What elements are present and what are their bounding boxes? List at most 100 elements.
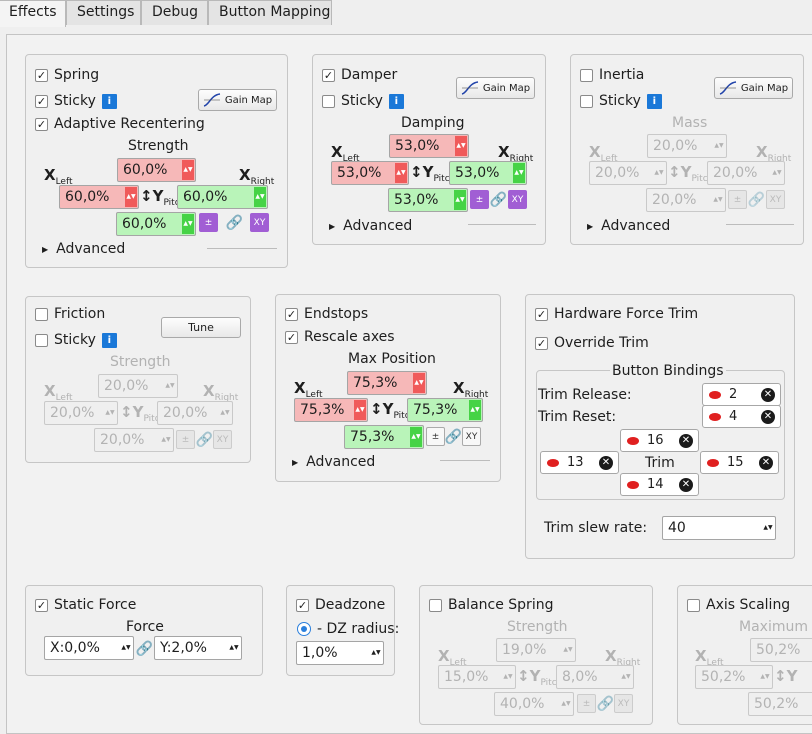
endstops-right-spinbox[interactable]: 75,3% ▲▼ — [407, 398, 483, 422]
spring-checkbox[interactable]: ✓ Spring — [35, 67, 99, 83]
balance-spring-checkbox[interactable]: Balance Spring — [429, 597, 553, 613]
endstops-bottom-spinbox[interactable]: 75,3% ▲▼ — [344, 425, 424, 449]
trim-down-binding[interactable]: 14 ✕ — [620, 473, 699, 496]
clear-icon[interactable]: ✕ — [761, 409, 775, 424]
damper-left-spinbox[interactable]: 53,0% ▲▼ — [331, 161, 409, 185]
spring-sticky-checkbox[interactable]: ✓ Sticky i — [35, 93, 117, 109]
spin-arrows-icon[interactable]: ▲▼ — [182, 160, 194, 180]
damper-plus-minus-button[interactable]: ± — [470, 190, 489, 209]
radio-selected-icon — [297, 622, 311, 636]
spring-xy-button[interactable]: XY — [250, 213, 269, 232]
spring-gain-map-button[interactable]: Gain Map — [198, 89, 277, 111]
damper-right-spinbox[interactable]: 53,0% ▲▼ — [449, 161, 527, 185]
rescale-axes-checkbox[interactable]: ✓ Rescale axes — [285, 329, 395, 345]
info-icon[interactable]: i — [646, 93, 662, 109]
info-icon[interactable]: i — [101, 93, 117, 109]
trim-left-binding[interactable]: 13 ✕ — [540, 451, 619, 474]
trim-slew-rate-spinbox[interactable]: 40 ▲▼ — [662, 516, 776, 540]
spin-arrows-icon: ▲▼ — [165, 382, 175, 389]
spin-arrows-icon[interactable]: ▲▼ — [413, 373, 425, 393]
clear-icon[interactable]: ✕ — [679, 477, 693, 492]
spring-top-value: 60,0% — [123, 162, 168, 178]
spin-arrows-icon[interactable]: ▲▼ — [410, 427, 422, 447]
spring-left-spinbox[interactable]: 60,0% ▲▼ — [59, 185, 139, 209]
spin-arrows-icon[interactable]: ▲▼ — [395, 163, 407, 183]
spring-right-spinbox[interactable]: 60,0% ▲▼ — [177, 185, 268, 209]
spin-arrows-icon[interactable]: ▲▼ — [121, 644, 131, 651]
damper-sticky-checkbox[interactable]: Sticky i — [322, 93, 404, 109]
adaptive-recentering-checkbox[interactable]: ✓ Adaptive Recentering — [35, 116, 205, 132]
clear-icon[interactable]: ✕ — [759, 455, 773, 470]
x-letter: X — [438, 647, 450, 665]
spin-arrows-icon[interactable]: ▲▼ — [455, 136, 467, 156]
spring-top-spinbox[interactable]: 60,0% ▲▼ — [117, 158, 196, 182]
clear-icon[interactable]: ✕ — [679, 433, 693, 448]
spin-arrows-icon[interactable]: ▲▼ — [371, 649, 381, 656]
trim-reset-binding[interactable]: 4 ✕ — [702, 405, 781, 428]
inertia-label: Inertia — [599, 67, 645, 83]
static-force-checkbox[interactable]: ✓ Static Force — [35, 597, 136, 613]
spin-arrows-icon[interactable]: ▲▼ — [513, 163, 525, 183]
hardware-force-trim-checkbox[interactable]: ✓ Hardware Force Trim — [535, 306, 698, 322]
spin-arrows-icon[interactable]: ▲▼ — [763, 524, 773, 531]
tab-settings[interactable]: Settings — [66, 0, 141, 25]
spring-advanced-toggle[interactable]: ▶ Advanced — [42, 241, 125, 257]
link-icon[interactable]: 🔗 — [444, 428, 463, 445]
balance-top-value: 19,0% — [502, 642, 547, 658]
static-force-y-spinbox[interactable]: Y:2,0% ▲▼ — [154, 636, 242, 660]
inertia-gain-map-button[interactable]: Gain Map — [714, 77, 793, 99]
x-left-label: XLeft — [44, 166, 73, 187]
link-icon[interactable]: 🔗 — [135, 640, 154, 657]
x-left-sub: Left — [449, 658, 467, 668]
spin-arrows-icon[interactable]: ▲▼ — [354, 400, 366, 420]
friction-sticky-checkbox[interactable]: Sticky i — [35, 332, 117, 348]
damper-bottom-spinbox[interactable]: 53,0% ▲▼ — [388, 188, 468, 212]
damper-top-spinbox[interactable]: 53,0% ▲▼ — [389, 134, 469, 158]
dz-radius-spinbox[interactable]: 1,0% ▲▼ — [296, 641, 384, 665]
clear-icon[interactable]: ✕ — [761, 387, 775, 402]
inertia-advanced-toggle[interactable]: ▶ Advanced — [587, 218, 670, 234]
check-icon: ✓ — [322, 68, 335, 82]
endstops-left-spinbox[interactable]: 75,3% ▲▼ — [294, 398, 368, 422]
trim-right-binding[interactable]: 15 ✕ — [700, 451, 779, 474]
spin-arrows-icon[interactable]: ▲▼ — [182, 214, 194, 234]
trim-up-binding[interactable]: 16 ✕ — [620, 429, 699, 452]
deadzone-checkbox[interactable]: ✓ Deadzone — [296, 597, 385, 613]
friction-tune-button[interactable]: Tune — [161, 317, 241, 338]
endstops-top-spinbox[interactable]: 75,3% ▲▼ — [347, 371, 427, 395]
x-left-sub: Left — [55, 177, 73, 187]
tab-button-mapping[interactable]: Button Mapping — [208, 0, 332, 25]
balance-right-value: 8,0% — [562, 669, 598, 685]
endstops-xy-button[interactable]: XY — [462, 427, 481, 446]
dz-radius-radio[interactable]: - DZ radius: — [297, 621, 399, 637]
inertia-checkbox[interactable]: Inertia — [580, 67, 644, 83]
info-icon[interactable]: i — [101, 332, 117, 348]
spring-bottom-spinbox[interactable]: 60,0% ▲▼ — [116, 212, 196, 236]
unchecked-box — [580, 68, 593, 82]
spin-arrows-icon[interactable]: ▲▼ — [454, 190, 466, 210]
spin-arrows-icon[interactable]: ▲▼ — [254, 187, 266, 207]
static-force-x-spinbox[interactable]: X:0,0% ▲▼ — [44, 636, 134, 660]
link-icon[interactable]: 🔗 — [225, 214, 244, 231]
endstops-plus-minus-button[interactable]: ± — [426, 427, 445, 446]
endstops-advanced-toggle[interactable]: ▶ Advanced — [292, 454, 375, 470]
inertia-sticky-checkbox[interactable]: Sticky i — [580, 93, 662, 109]
spin-arrows-icon[interactable]: ▲▼ — [125, 187, 137, 207]
spin-arrows-icon[interactable]: ▲▼ — [469, 400, 481, 420]
axis-scaling-checkbox[interactable]: Axis Scaling — [687, 597, 790, 613]
spring-plus-minus-button[interactable]: ± — [199, 213, 218, 232]
clear-icon[interactable]: ✕ — [599, 455, 613, 470]
tab-debug[interactable]: Debug — [141, 0, 208, 25]
link-icon[interactable]: 🔗 — [489, 191, 508, 208]
spin-arrows-icon[interactable]: ▲▼ — [229, 644, 239, 651]
damper-advanced-toggle[interactable]: ▶ Advanced — [329, 218, 412, 234]
endstops-checkbox[interactable]: ✓ Endstops — [285, 306, 368, 322]
damper-xy-button[interactable]: XY — [508, 190, 527, 209]
damper-checkbox[interactable]: ✓ Damper — [322, 67, 397, 83]
trim-release-binding[interactable]: 2 ✕ — [702, 383, 781, 406]
tab-effects[interactable]: Effects — [0, 0, 66, 27]
damper-gain-map-button[interactable]: Gain Map — [456, 77, 535, 99]
friction-checkbox[interactable]: Friction — [35, 306, 105, 322]
info-icon[interactable]: i — [388, 93, 404, 109]
override-trim-checkbox[interactable]: ✓ Override Trim — [535, 335, 649, 351]
